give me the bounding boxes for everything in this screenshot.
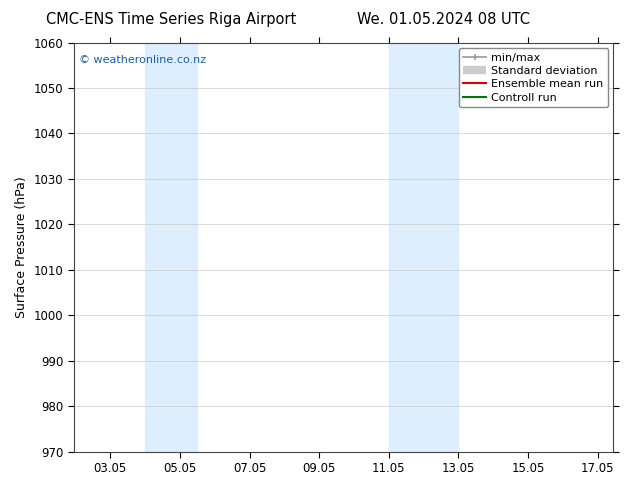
Text: CMC-ENS Time Series Riga Airport: CMC-ENS Time Series Riga Airport: [46, 12, 296, 27]
Text: © weatheronline.co.nz: © weatheronline.co.nz: [79, 55, 206, 65]
Y-axis label: Surface Pressure (hPa): Surface Pressure (hPa): [15, 176, 28, 318]
Bar: [389, 43, 458, 452]
Legend: min/max, Standard deviation, Ensemble mean run, Controll run: min/max, Standard deviation, Ensemble me…: [459, 48, 608, 107]
Text: We. 01.05.2024 08 UTC: We. 01.05.2024 08 UTC: [358, 12, 530, 27]
Bar: [145, 43, 197, 452]
